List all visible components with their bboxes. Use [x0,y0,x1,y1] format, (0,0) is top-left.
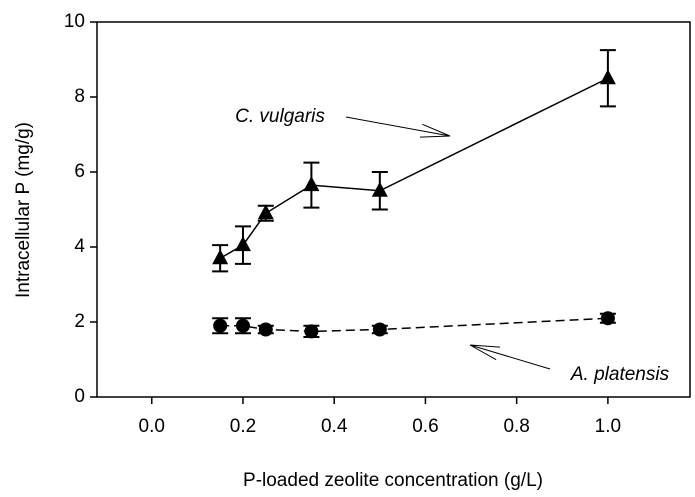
marker [258,322,273,337]
y-tick-label: 2 [74,311,85,332]
x-tick-label: 0.6 [412,416,438,437]
marker [234,236,251,252]
marker [303,176,320,192]
x-tick-label: 0.8 [503,416,529,437]
x-tick-label: 0.4 [321,416,348,437]
marker [371,181,388,197]
marker [372,322,387,337]
y-axis-label: Intracellular P (mg/g) [13,122,34,298]
marker [600,311,615,326]
series-label: A. platensis [570,364,670,385]
y-tick-label: 8 [74,86,85,107]
series-line [220,317,608,333]
marker [235,318,250,333]
annotation-arrow [345,116,451,138]
marker [304,324,319,339]
x-tick-label: 0.0 [139,416,165,437]
series-label: C. vulgaris [235,106,325,127]
y-tick-label: 6 [74,161,85,182]
marker [212,249,229,265]
plot-frame [96,21,691,398]
marker [213,318,228,333]
x-tick-label: 0.2 [230,416,256,437]
annotation-arrow [469,344,551,370]
x-axis-label: P-loaded zeolite concentration (g/L) [243,470,543,491]
marker [599,69,616,85]
x-tick-label: 1.0 [595,416,621,437]
marker [257,204,274,220]
y-tick-label: 0 [74,386,85,407]
y-tick-label: 4 [74,236,85,257]
y-tick-label: 10 [64,11,85,32]
